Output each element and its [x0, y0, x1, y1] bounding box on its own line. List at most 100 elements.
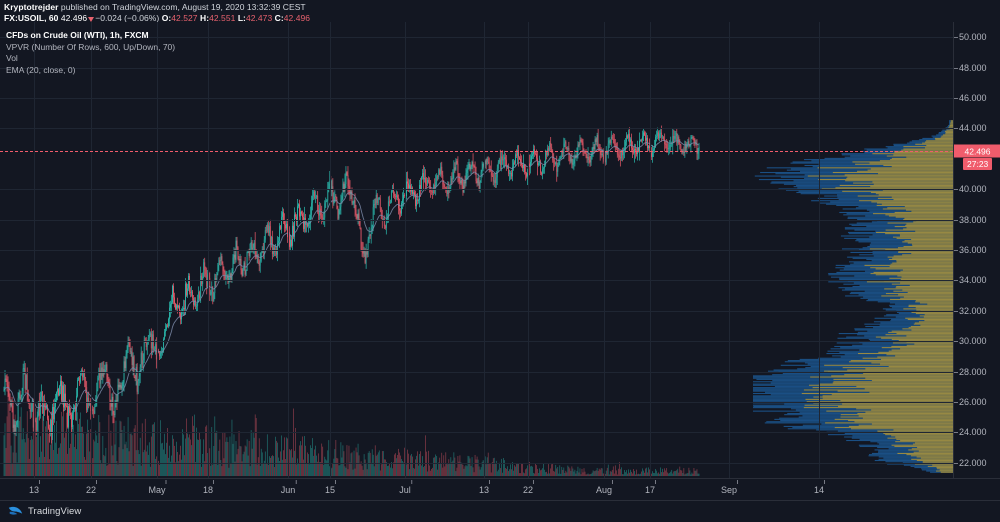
time-tick-mark — [655, 480, 657, 484]
low-label: L: — [237, 13, 246, 23]
price-axis-tick: 50.000 — [954, 32, 987, 42]
grid-line-horizontal — [0, 219, 953, 221]
grid-line-horizontal — [0, 432, 953, 434]
grid-line-horizontal — [0, 250, 953, 251]
publication-line: Kryptotrejder published on TradingView.c… — [4, 2, 1000, 12]
price-tick-mark — [954, 98, 958, 99]
ema-line-series — [3, 139, 700, 416]
open-label: O: — [161, 13, 172, 23]
time-axis-tick: Aug — [596, 480, 614, 495]
grid-line-horizontal — [0, 402, 953, 403]
grid-line-vertical — [91, 22, 92, 478]
time-tick-mark — [824, 480, 826, 484]
grid-line-horizontal — [0, 128, 953, 130]
high-label: H: — [200, 13, 210, 23]
legend-ema[interactable]: EMA (20, close, 0) — [6, 64, 76, 75]
grid-line-horizontal — [0, 189, 953, 191]
time-tick-mark — [213, 480, 215, 484]
time-axis[interactable]: 13 22 May 18 Jun 15 Jul 13 22 Aug 17 Sep 14 — [0, 478, 1000, 500]
price-tick-mark — [954, 432, 958, 434]
author-name: Kryptotrejder — [4, 2, 59, 12]
grid-line-vertical — [405, 22, 406, 478]
volume-histogram-series — [3, 391, 700, 476]
grid-line-vertical — [330, 22, 331, 478]
close-label: C: — [274, 13, 284, 23]
time-tick-mark — [612, 480, 614, 484]
time-axis-tick: May — [148, 480, 167, 495]
price-series-svg — [3, 120, 953, 476]
candlestick-series — [3, 125, 700, 444]
grid-line-vertical — [729, 22, 730, 478]
price-axis-tick: 40.000 — [954, 184, 987, 194]
time-axis-tick: 22 — [86, 480, 98, 495]
chart-container[interactable]: CFDs on Crude Oil (WTI), 1h, FXCM VPVR (… — [0, 22, 1000, 500]
change-percent: (−0.06%) — [124, 13, 160, 23]
price-tick-mark — [954, 189, 958, 191]
time-axis-tick: 22 — [523, 480, 535, 495]
close-value: 42.496 — [283, 13, 311, 23]
time-tick-mark — [533, 480, 535, 484]
grid-line-horizontal — [0, 371, 953, 373]
tradingview-logo-icon — [8, 506, 23, 515]
open-value: 42.527 — [171, 13, 198, 23]
grid-line-vertical — [650, 22, 651, 478]
time-tick-mark — [39, 480, 41, 484]
time-axis-tick: Sep — [721, 480, 739, 495]
quote-line: FX:USOIL, 60 42.496 −0.024 (−0.06%) O:42.… — [4, 13, 1000, 23]
price-tick-mark — [954, 402, 958, 403]
grid-line-horizontal — [0, 310, 953, 312]
time-tick-mark — [96, 480, 98, 484]
time-axis-tick: 18 — [203, 480, 215, 495]
time-axis-tick: 14 — [814, 480, 826, 495]
symbol-label[interactable]: FX:USOIL, 60 — [4, 13, 59, 23]
price-tick-mark — [954, 250, 958, 251]
publication-info: published on TradingView.com, August 19,… — [60, 2, 306, 12]
price-axis-tick: 30.000 — [954, 336, 987, 346]
low-value: 42.473 — [245, 13, 273, 23]
price-tick-mark — [954, 310, 958, 312]
price-plot-area[interactable]: CFDs on Crude Oil (WTI), 1h, FXCM VPVR (… — [0, 22, 953, 478]
time-axis-tick: Jul — [399, 480, 412, 495]
price-axis-tick: 26.000 — [954, 397, 987, 407]
chart-legend: CFDs on Crude Oil (WTI), 1h, FXCM VPVR (… — [6, 30, 175, 76]
legend-instrument[interactable]: CFDs on Crude Oil (WTI), 1h, FXCM — [6, 30, 149, 40]
grid-line-horizontal — [0, 98, 953, 99]
time-tick-mark — [737, 480, 739, 484]
grid-line-vertical — [34, 22, 35, 478]
grid-line-vertical — [604, 22, 605, 478]
triangle-down-icon — [88, 17, 95, 22]
change-absolute: −0.024 — [95, 13, 122, 23]
time-tick-mark — [165, 480, 167, 484]
grid-line-horizontal — [0, 280, 953, 282]
last-price: 42.496 — [60, 13, 88, 23]
high-value: 42.551 — [209, 13, 236, 23]
volume-profile-series — [753, 120, 953, 473]
grid-line-vertical — [288, 22, 289, 478]
price-tick-mark — [954, 37, 958, 39]
grid-line-horizontal — [0, 341, 953, 343]
tradingview-brand: TradingView — [28, 506, 82, 517]
bar-countdown-tag: 27:23 — [963, 158, 993, 171]
grid-line-vertical — [157, 22, 158, 478]
price-tick-mark — [954, 462, 958, 464]
chart-footer: TradingView — [0, 500, 1000, 522]
price-axis-tick: 34.000 — [954, 275, 987, 285]
price-axis-tick: 24.000 — [954, 427, 987, 437]
price-axis-tick: 28.000 — [954, 367, 987, 377]
price-tick-mark — [954, 280, 958, 282]
last-price-tag: 42.496 — [954, 144, 1000, 158]
time-tick-mark — [489, 480, 491, 484]
grid-line-horizontal — [0, 67, 953, 69]
price-axis-tick: 36.000 — [954, 245, 987, 255]
grid-line-horizontal — [0, 462, 953, 464]
price-tick-mark — [954, 341, 958, 343]
price-axis[interactable]: 42.496 27:23 50.000 48.000 46.000 44.000 40.… — [953, 22, 1000, 478]
price-tick-mark — [954, 219, 958, 221]
legend-vpvr[interactable]: VPVR (Number Of Rows, 600, Up/Down, 70) — [6, 41, 176, 52]
legend-vol[interactable]: Vol — [6, 53, 18, 63]
time-axis-tick: Jun — [281, 480, 297, 495]
time-axis-tick: 13 — [29, 480, 41, 495]
time-axis-tick: 15 — [325, 480, 337, 495]
time-tick-mark — [335, 480, 337, 484]
